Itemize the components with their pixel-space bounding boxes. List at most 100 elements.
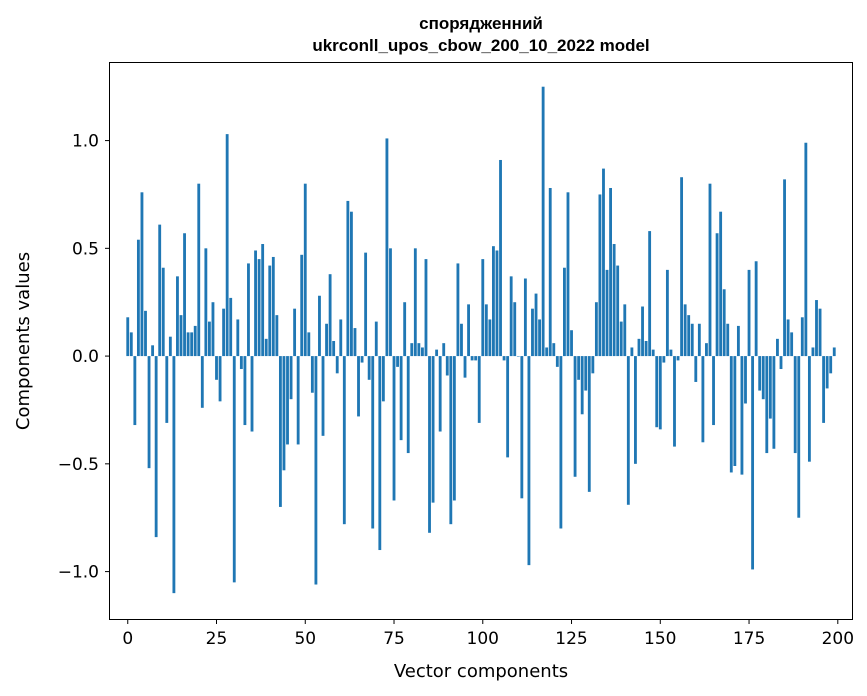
bar-176 <box>751 356 755 570</box>
bar-58 <box>332 341 336 357</box>
x-tick-label: 50 <box>294 629 316 649</box>
bar-116 <box>538 319 541 357</box>
bar-172 <box>736 325 740 357</box>
bar-79 <box>406 356 410 454</box>
bar-56 <box>325 323 328 357</box>
bar-119 <box>548 187 552 357</box>
bar-106 <box>502 356 506 361</box>
bar-175 <box>747 269 751 357</box>
bar-60 <box>339 319 343 357</box>
bar-162 <box>701 356 705 443</box>
bar-32 <box>239 356 243 370</box>
bar-101 <box>484 304 488 357</box>
bar-127 <box>577 356 581 380</box>
bar-111 <box>520 356 524 499</box>
bar-156 <box>680 177 684 357</box>
bar-21 <box>200 356 204 408</box>
bar-137 <box>612 244 616 357</box>
bar-82 <box>417 343 421 357</box>
bar-189 <box>797 356 801 518</box>
y-tick-label: −1.0 <box>58 563 99 583</box>
bar-88 <box>438 356 442 432</box>
bar-17 <box>186 332 190 357</box>
bar-86 <box>431 356 435 503</box>
bar-135 <box>605 269 609 357</box>
bar-194 <box>815 300 818 357</box>
bar-140 <box>623 304 627 357</box>
bar-10 <box>161 267 165 357</box>
bar-152 <box>665 269 669 357</box>
bar-184 <box>779 356 783 370</box>
bar-78 <box>403 302 407 357</box>
bar-126 <box>573 356 577 477</box>
bar-169 <box>726 323 730 357</box>
bar-171 <box>733 356 737 466</box>
bar-52 <box>310 356 314 393</box>
x-tick-label: 0 <box>122 629 133 649</box>
bar-6 <box>147 356 151 469</box>
x-axis-label: Vector components <box>394 661 568 682</box>
bar-192 <box>807 356 811 462</box>
bar-158 <box>687 315 691 357</box>
bar-25 <box>215 356 218 380</box>
bar-178 <box>758 356 762 391</box>
bar-44 <box>282 356 286 471</box>
bar-188 <box>793 356 797 454</box>
bar-15 <box>179 315 183 357</box>
bar-18 <box>190 332 194 357</box>
bar-19 <box>193 325 197 357</box>
bar-24 <box>211 302 215 357</box>
bar-4 <box>140 192 144 357</box>
bar-9 <box>158 224 162 357</box>
bar-23 <box>207 321 211 357</box>
bar-12 <box>168 336 172 357</box>
bar-107 <box>506 356 510 458</box>
bar-87 <box>435 349 439 357</box>
bar-89 <box>442 343 446 357</box>
bar-97 <box>470 356 474 361</box>
bar-35 <box>250 356 254 432</box>
bar-77 <box>399 356 403 441</box>
bar-141 <box>626 356 630 505</box>
bar-2 <box>133 356 137 426</box>
bar-80 <box>410 343 414 357</box>
bar-103 <box>492 246 495 357</box>
bar-42 <box>275 315 279 357</box>
bar-62 <box>346 200 350 357</box>
bar-99 <box>477 356 481 423</box>
bar-7 <box>151 345 155 357</box>
plot-frame <box>109 62 853 620</box>
bar-38 <box>261 244 265 357</box>
bar-22 <box>204 248 208 357</box>
bar-187 <box>790 332 794 357</box>
bar-49 <box>300 254 304 357</box>
bar-70 <box>374 321 378 357</box>
y-tick-label: 0.0 <box>72 347 99 367</box>
bar-134 <box>602 168 605 357</box>
x-tick-label: 150 <box>644 629 676 649</box>
bar-157 <box>683 304 687 357</box>
bar-198 <box>829 356 833 374</box>
bar-64 <box>353 328 357 357</box>
bar-8 <box>154 356 158 538</box>
bar-73 <box>385 138 389 357</box>
bar-26 <box>218 356 222 402</box>
bar-121 <box>555 356 559 367</box>
bar-33 <box>243 356 247 426</box>
bar-11 <box>165 356 169 423</box>
bar-39 <box>264 338 268 357</box>
bar-174 <box>744 356 747 404</box>
bar-16 <box>183 233 186 357</box>
bar-148 <box>651 349 655 357</box>
bar-193 <box>811 347 815 357</box>
bar-128 <box>580 356 584 415</box>
bar-190 <box>800 317 804 357</box>
bar-61 <box>342 356 346 525</box>
bar-37 <box>257 259 261 357</box>
bar-179 <box>761 356 765 400</box>
bar-167 <box>719 211 723 357</box>
bar-84 <box>424 259 428 357</box>
bar-74 <box>389 248 392 357</box>
bar-51 <box>307 332 311 357</box>
x-tick-label: 75 <box>383 629 405 649</box>
